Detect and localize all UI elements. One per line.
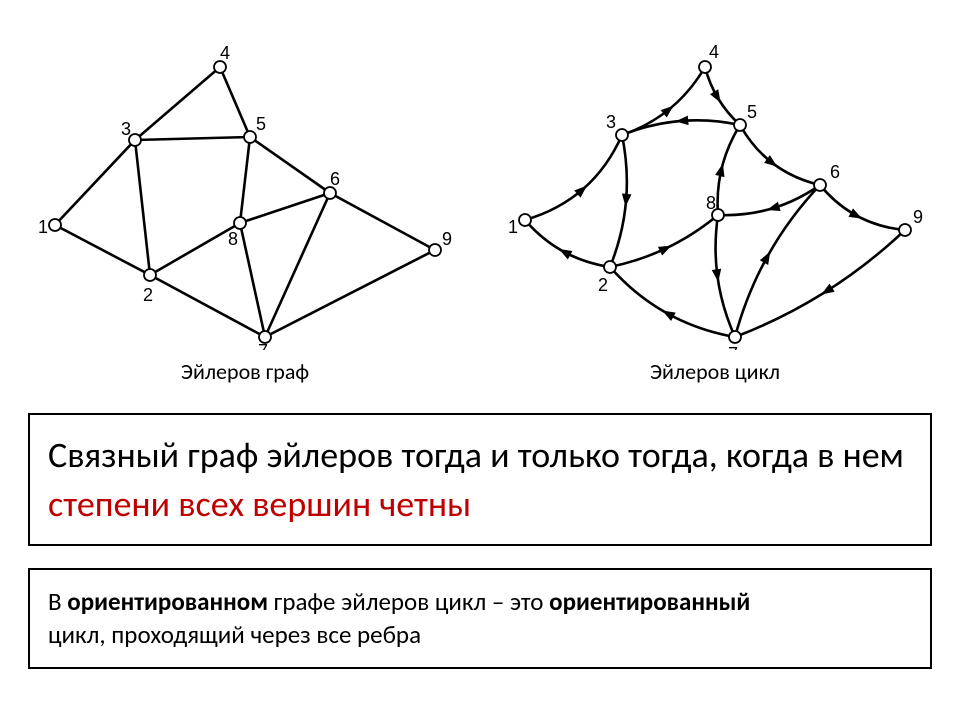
svg-text:3: 3	[121, 119, 131, 139]
euler-cycle-panel: 1 2 3 4 5 6 7 8 9 Эйлеров цикл	[500, 20, 930, 385]
svg-text:2: 2	[598, 275, 608, 295]
svg-text:4: 4	[709, 42, 719, 62]
theorem-highlight: степени всех вершин четны	[48, 482, 471, 526]
svg-text:8: 8	[228, 229, 238, 249]
svg-text:3: 3	[606, 112, 616, 132]
caption-left: Эйлеров граф	[30, 358, 460, 385]
svg-text:6: 6	[330, 169, 340, 189]
euler-graph-svg: 1 2 3 4 5 6 7 8 9	[30, 20, 460, 350]
svg-text:2: 2	[143, 285, 153, 305]
svg-text:1: 1	[38, 217, 48, 237]
svg-text:5: 5	[747, 102, 757, 122]
def-bold1: ориентированном	[67, 586, 268, 617]
svg-text:5: 5	[256, 114, 266, 134]
svg-text:1: 1	[508, 217, 518, 237]
def-p2: графе эйлеров цикл – это	[268, 586, 549, 617]
def-bold2: ориентированный	[549, 586, 750, 617]
svg-text:6: 6	[830, 162, 840, 182]
def-line2: цикл, проходящий через все ребра	[48, 619, 421, 650]
svg-text:4: 4	[220, 43, 230, 63]
theorem-box: Связный граф эйлеров тогда и только тогд…	[28, 413, 932, 546]
svg-text:9: 9	[913, 207, 923, 227]
graphs-row: 1 2 3 4 5 6 7 8 9 Эйлеров граф 1 2 3 4 5 6 7 8 9 Эйлеров…	[0, 0, 960, 395]
definition-box: В ориентированном графе эйлеров цикл – э…	[28, 568, 932, 669]
svg-text:9: 9	[442, 229, 452, 249]
svg-text:7: 7	[258, 341, 268, 350]
caption-right: Эйлеров цикл	[500, 358, 930, 385]
def-p1: В	[48, 586, 67, 617]
euler-cycle-svg: 1 2 3 4 5 6 7 8 9	[500, 20, 930, 350]
theorem-text: Связный граф эйлеров тогда и только тогд…	[48, 433, 904, 477]
svg-text:7: 7	[728, 344, 738, 350]
euler-graph-panel: 1 2 3 4 5 6 7 8 9 Эйлеров граф	[30, 20, 460, 385]
svg-text:8: 8	[706, 193, 716, 213]
